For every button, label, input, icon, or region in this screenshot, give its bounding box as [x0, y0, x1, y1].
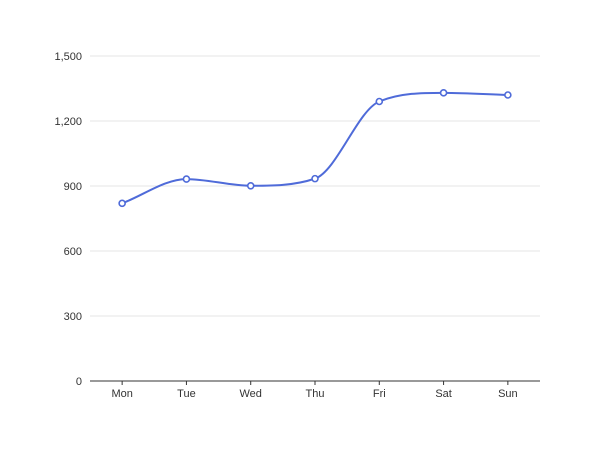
y-tick-label: 600 — [64, 246, 82, 258]
x-tick-label: Mon — [111, 388, 132, 400]
series-line — [121, 91, 509, 205]
series-layer — [118, 89, 512, 208]
y-tick-label: 300 — [64, 311, 82, 323]
x-tick-label: Wed — [240, 388, 262, 400]
data-point-thu[interactable] — [311, 174, 319, 183]
y-tick-label: 900 — [64, 181, 82, 193]
data-point-tue[interactable] — [182, 175, 191, 183]
x-tick-label: Sun — [498, 388, 518, 400]
data-point-wed[interactable] — [246, 181, 255, 190]
x-axis: Mon Tue Wed Thu Fri Sat Sun — [90, 380, 540, 400]
y-tick-label: 1,500 — [54, 51, 82, 63]
x-tick-label: Fri — [373, 388, 386, 400]
data-point-sun[interactable] — [504, 91, 512, 99]
x-tick-label: Thu — [306, 388, 325, 400]
x-tick-label: Tue — [177, 388, 196, 400]
y-axis: 0 300 600 900 1,200 1,500 — [54, 51, 82, 388]
grid-lines — [90, 55, 540, 317]
y-tick-label: 0 — [76, 376, 82, 388]
x-tick-label: Sat — [435, 388, 452, 400]
data-point-mon[interactable] — [118, 199, 126, 208]
data-point-sat[interactable] — [439, 89, 448, 97]
data-point-fri[interactable] — [375, 97, 384, 106]
y-tick-label: 1,200 — [54, 116, 82, 128]
